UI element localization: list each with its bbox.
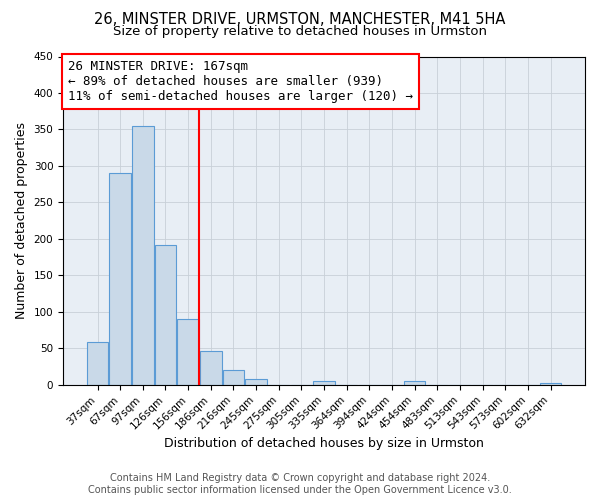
Text: Size of property relative to detached houses in Urmston: Size of property relative to detached ho… bbox=[113, 25, 487, 38]
X-axis label: Distribution of detached houses by size in Urmston: Distribution of detached houses by size … bbox=[164, 437, 484, 450]
Text: 26, MINSTER DRIVE, URMSTON, MANCHESTER, M41 5HA: 26, MINSTER DRIVE, URMSTON, MANCHESTER, … bbox=[94, 12, 506, 28]
Text: Contains HM Land Registry data © Crown copyright and database right 2024.
Contai: Contains HM Land Registry data © Crown c… bbox=[88, 474, 512, 495]
Bar bbox=[245, 379, 267, 385]
Bar bbox=[132, 126, 154, 385]
Bar bbox=[178, 319, 199, 385]
Bar bbox=[223, 370, 244, 385]
Bar bbox=[540, 382, 561, 385]
Text: 26 MINSTER DRIVE: 167sqm
← 89% of detached houses are smaller (939)
11% of semi-: 26 MINSTER DRIVE: 167sqm ← 89% of detach… bbox=[68, 60, 413, 103]
Y-axis label: Number of detached properties: Number of detached properties bbox=[15, 122, 28, 319]
Bar bbox=[109, 174, 131, 385]
Bar bbox=[87, 342, 108, 385]
Bar bbox=[200, 352, 221, 385]
Bar bbox=[313, 381, 335, 385]
Bar bbox=[155, 245, 176, 385]
Bar bbox=[404, 381, 425, 385]
